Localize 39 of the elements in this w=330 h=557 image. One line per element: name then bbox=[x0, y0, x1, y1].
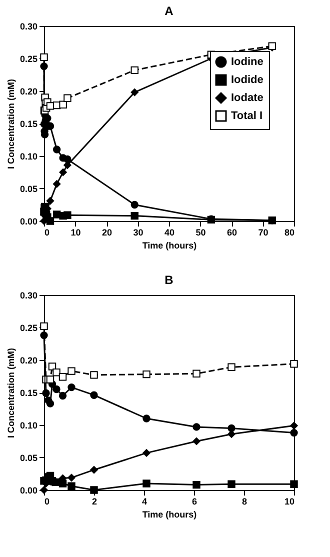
y-tick-label: 0.25 bbox=[20, 54, 38, 64]
y-tick-label: 0.00 bbox=[20, 216, 38, 226]
x-axis-title: Time (hours) bbox=[142, 510, 197, 520]
y-tick-label: 0.10 bbox=[20, 152, 38, 162]
x-tick-label: 2 bbox=[92, 496, 98, 506]
chart-title: B bbox=[164, 273, 174, 287]
x-tick-label: 30 bbox=[133, 228, 144, 238]
y-tick-label: 0.15 bbox=[20, 388, 38, 398]
x-tick-label: 20 bbox=[102, 228, 112, 238]
x-tick-label: 50 bbox=[196, 228, 206, 238]
y-tick-label: 0.30 bbox=[20, 22, 38, 32]
legend-label: Total I bbox=[231, 110, 263, 122]
x-tick-label: 10 bbox=[70, 228, 81, 238]
y-tick-label: 0.05 bbox=[20, 453, 38, 463]
x-tick-label: 40 bbox=[164, 228, 175, 238]
legend-label: Iodine bbox=[231, 56, 264, 68]
x-tick-label: 0 bbox=[44, 496, 50, 506]
y-axis-title: I Concentration (mM) bbox=[6, 79, 16, 169]
chart-title: A bbox=[164, 4, 174, 18]
legend-label: Iodate bbox=[231, 92, 264, 104]
y-tick-label: 0.10 bbox=[20, 420, 38, 430]
y-tick-label: 0.20 bbox=[20, 86, 38, 96]
x-tick-label: 60 bbox=[226, 228, 238, 238]
y-tick-label: 0.15 bbox=[20, 119, 38, 129]
x-tick-label: 0 bbox=[44, 228, 50, 238]
y-tick-label: 0.00 bbox=[20, 486, 38, 496]
y-tick-label: 0.25 bbox=[20, 323, 38, 333]
x-tick-label: 70 bbox=[258, 228, 268, 238]
y-axis-title: I Concentration (mM) bbox=[6, 348, 16, 438]
x-tick-label: 8 bbox=[242, 496, 248, 506]
legend-label: Iodide bbox=[231, 74, 264, 86]
x-tick-label: 6 bbox=[192, 496, 198, 506]
y-tick-label: 0.05 bbox=[20, 184, 38, 194]
x-tick-label: 80 bbox=[284, 228, 294, 238]
x-tick-label: 4 bbox=[142, 496, 148, 506]
y-tick-label: 0.20 bbox=[20, 356, 38, 366]
y-tick-label: 0.30 bbox=[20, 290, 38, 300]
x-tick-label: 10 bbox=[284, 496, 294, 506]
x-axis-title: Time (hours) bbox=[142, 240, 197, 250]
